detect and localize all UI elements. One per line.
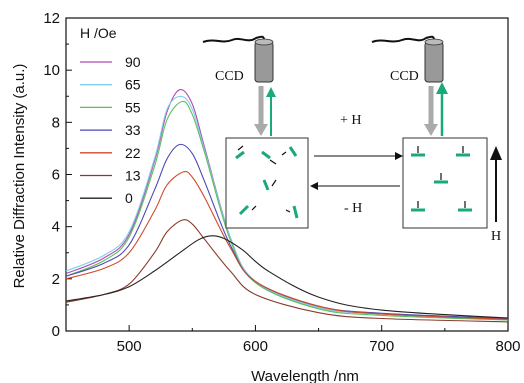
camera-right-top: [424, 38, 444, 46]
ccd-right: CCD: [371, 35, 448, 136]
field-label: H: [491, 229, 501, 244]
series-line-55: [65, 100, 509, 321]
rods-aligned: [411, 153, 472, 212]
y-tick-label: 8: [52, 114, 60, 131]
x-axis-title: Wavelength /nm: [251, 368, 359, 383]
plus-h-label: + H: [340, 113, 362, 128]
y-tick-label: 10: [43, 62, 60, 79]
legend-title: H /Oe: [80, 25, 117, 41]
rods-random: [235, 146, 299, 219]
legend-label-22: 22: [125, 145, 141, 161]
camera-right-icon: [424, 41, 444, 83]
legend-label-13: 13: [125, 168, 141, 184]
x-tick-label: 800: [495, 338, 520, 355]
ccd-left: CCD: [202, 35, 276, 136]
dipole-arrows-aligned: [417, 146, 466, 208]
camera-left-top: [254, 38, 274, 46]
series-line-22: [65, 171, 509, 320]
axis-ticks: [66, 17, 509, 332]
camera-left-icon: [254, 41, 274, 83]
cable-right-icon: [371, 35, 435, 43]
legend-label-33: 33: [125, 122, 141, 138]
y-tick-label: 6: [52, 167, 60, 184]
series-line-0: [65, 235, 509, 319]
y-axis-title: Relative Diffraction Intensity (a.u.): [11, 64, 28, 289]
legend-label-0: 0: [125, 190, 133, 206]
y-tick-label: 0: [52, 323, 60, 340]
y-tick-label: 12: [43, 10, 60, 27]
cable-left-icon: [202, 35, 265, 43]
series-line-65: [65, 95, 509, 320]
series-line-13: [65, 219, 509, 323]
axis-tick-labels: 500 600 700 800 0 2 4 6 8 10 12: [43, 10, 520, 355]
x-tick-label: 500: [117, 338, 142, 355]
x-tick-label: 600: [243, 338, 268, 355]
backward-arrowhead-icon: [310, 182, 318, 190]
minus-h-label: - H: [344, 201, 362, 216]
y-tick-label: 2: [52, 271, 60, 288]
dipole-arrows-random: [237, 145, 291, 213]
y-tick-label: 4: [52, 219, 60, 236]
legend-label-65: 65: [125, 77, 141, 93]
inset-schematic: CCD + H: [202, 35, 502, 244]
diffracted-arrowhead-left-icon: [266, 87, 276, 97]
probe-arrowhead-right-icon: [424, 124, 438, 136]
legend-label-55: 55: [125, 99, 141, 115]
forward-arrowhead-icon: [395, 152, 403, 160]
x-tick-label: 700: [369, 338, 394, 355]
ccd-right-label: CCD: [390, 69, 419, 84]
field-arrowhead-icon: [490, 146, 502, 160]
ccd-left-label: CCD: [215, 69, 244, 84]
legend: H /Oe 90 65 55 33 22 13 0: [80, 25, 141, 206]
probe-arrowhead-left-icon: [254, 124, 268, 136]
diffracted-arrowhead-right-icon: [436, 82, 448, 94]
series-curves: [65, 88, 509, 323]
legend-label-90: 90: [125, 54, 141, 70]
